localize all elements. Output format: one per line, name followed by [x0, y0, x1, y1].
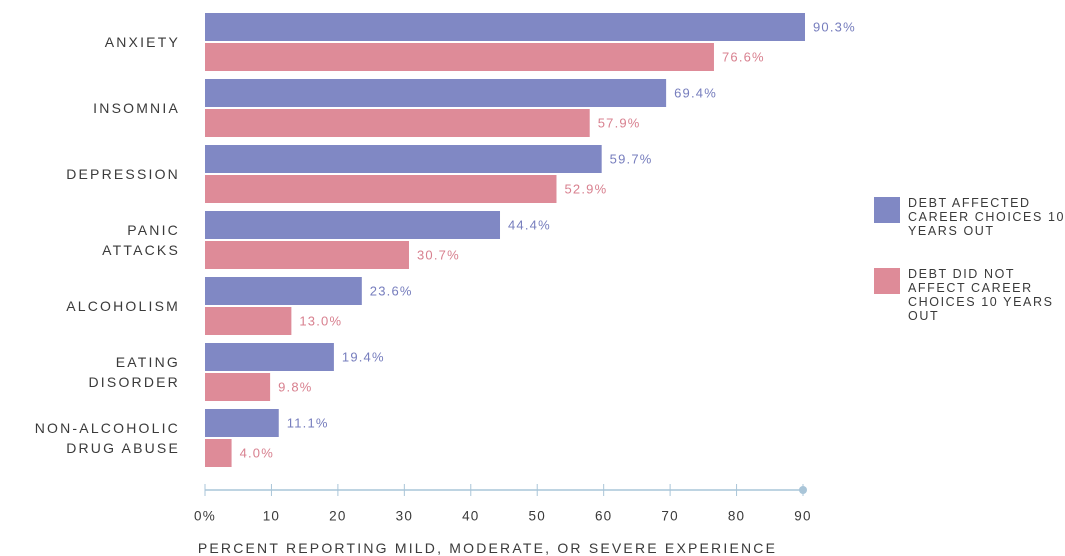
category-label: PANIC ATTACKS	[102, 222, 180, 258]
bar	[205, 13, 805, 41]
x-tick-label: 50	[529, 509, 546, 524]
x-tick-label: 40	[462, 509, 479, 524]
bar	[205, 373, 271, 401]
category-label: ANXIETY	[104, 34, 180, 50]
bar	[205, 79, 667, 107]
value-label: 44.4%	[508, 217, 551, 232]
category-label: INSOMNIA	[93, 100, 180, 116]
bar	[205, 277, 362, 305]
x-tick-label: 10	[263, 509, 280, 524]
legend-swatch	[874, 197, 900, 223]
category-label: DEPRESSION	[66, 166, 180, 182]
legend-label: DEBT AFFECTED CAREER CHOICES 10 YEARS OU…	[908, 196, 1065, 238]
bar	[205, 439, 232, 467]
value-label: 9.8%	[278, 379, 312, 394]
x-tick-label: 70	[661, 509, 678, 524]
value-label: 90.3%	[813, 19, 856, 34]
category-label: NON-ALCOHOLIC DRUG ABUSE	[34, 420, 180, 456]
x-axis-title: PERCENT REPORTING MILD, MODERATE, OR SEV…	[197, 540, 778, 556]
legend-swatch	[874, 268, 900, 294]
x-tick-label: 80	[728, 509, 745, 524]
value-label: 52.9%	[564, 181, 607, 196]
value-label: 59.7%	[610, 151, 653, 166]
value-label: 11.1%	[287, 415, 329, 430]
value-label: 13.0%	[299, 313, 342, 328]
value-label: 4.0%	[240, 445, 274, 460]
category-label: ALCOHOLISM	[66, 298, 180, 314]
x-tick-label: 60	[595, 509, 612, 524]
category-label: EATING DISORDER	[88, 354, 180, 390]
bar	[205, 241, 409, 269]
value-label: 23.6%	[370, 283, 413, 298]
bar	[205, 307, 292, 335]
bar	[205, 145, 602, 173]
value-label: 76.6%	[722, 49, 765, 64]
x-tick-label: 90	[794, 509, 811, 524]
x-tick-label: 0%	[194, 509, 216, 524]
value-label: 19.4%	[342, 349, 385, 364]
value-label: 69.4%	[674, 85, 717, 100]
x-tick-label: 30	[396, 509, 413, 524]
value-label: 57.9%	[598, 115, 641, 130]
bar	[205, 409, 279, 437]
legend-label: DEBT DID NOT AFFECT CAREER CHOICES 10 YE…	[908, 267, 1054, 323]
bar	[205, 43, 714, 71]
x-tick-label: 20	[329, 509, 346, 524]
bar	[205, 211, 501, 239]
value-label: 30.7%	[417, 247, 460, 262]
bar	[205, 175, 557, 203]
bar	[205, 343, 334, 371]
bar	[205, 109, 590, 137]
